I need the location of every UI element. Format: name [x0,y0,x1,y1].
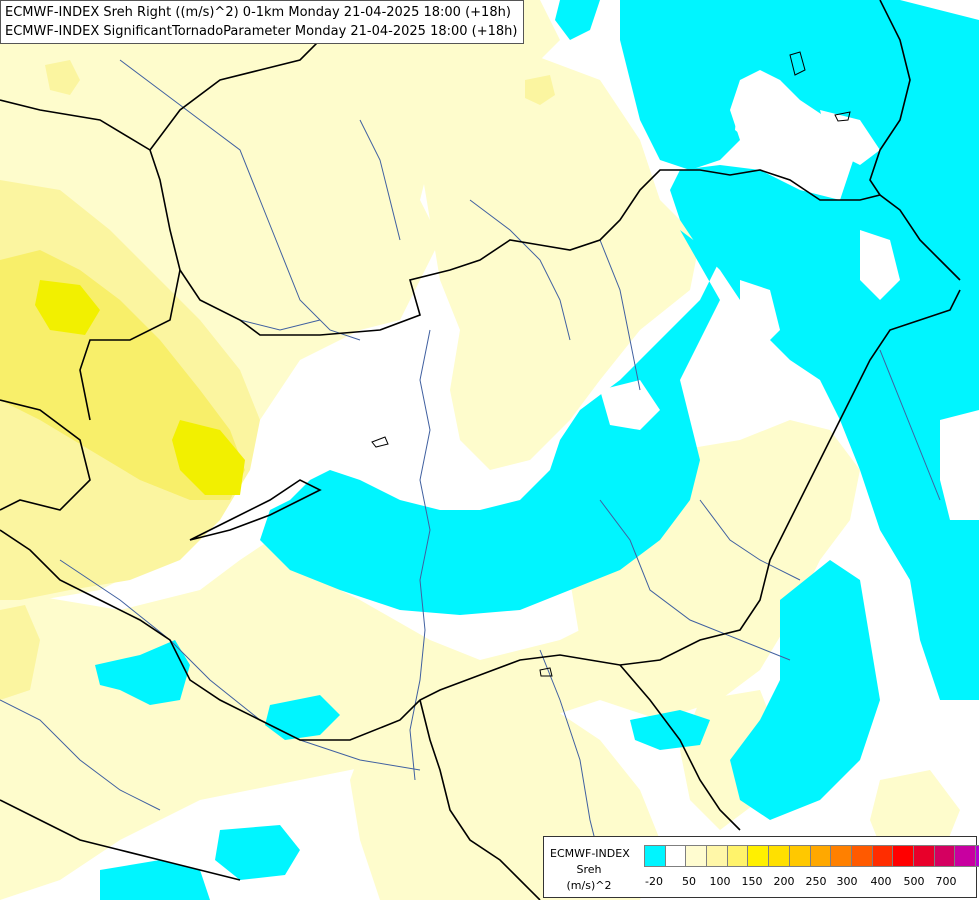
bright-yellow-cores [35,280,245,495]
cyan-fields [95,0,979,900]
legend-swatch [871,845,894,867]
legend-swatch [809,845,832,867]
legend-tick-label: 500 [903,875,925,888]
legend-tick-label: 150 [741,875,763,888]
legend-tick-label: 400 [870,875,892,888]
legend-tick-label: 50 [682,875,696,888]
legend-swatch [954,845,976,867]
legend-swatch [768,845,790,867]
legend-swatch [685,845,708,867]
legend-swatch [975,845,979,867]
legend-tick-label: 100 [709,875,731,888]
legend-tick-label: 200 [773,875,795,888]
legend-swatch [912,845,935,867]
legend-swatch [933,845,956,867]
lakes [371,51,851,677]
legend-tick-label: 250 [805,875,827,888]
legend-swatch [830,845,852,867]
legend-swatches [644,845,979,867]
legend-swatch [850,845,873,867]
legend-swatch [726,845,749,867]
legend-swatch [644,845,666,867]
title-line-2: ECMWF-INDEX SignificantTornadoParameter … [5,24,518,39]
legend-swatch [747,845,770,867]
legend-swatch [706,845,728,867]
legend-tick-label: 700 [935,875,957,888]
legend-ticks: -20 50 100 150 200 250 300 400 500 700 [644,875,968,889]
white-gaps [600,80,979,520]
legend-unit: (m/s)^2 [566,879,612,892]
color-legend: ECMWF-INDEX Sreh (m/s)^2 -20 50 100 150 200 2… [543,836,979,898]
legend-tick-label: -20 [645,875,663,888]
title-line-1: ECMWF-INDEX Sreh Right ((m/s)^2) 0-1km M… [5,5,511,20]
map-title-box: ECMWF-INDEX Sreh Right ((m/s)^2) 0-1km M… [0,0,525,44]
legend-variable: Sreh [576,863,602,876]
legend-swatch [664,845,687,867]
legend-swatch [892,845,914,867]
legend-org: ECMWF-INDEX [550,847,630,860]
legend-tick-label: 300 [836,875,858,888]
legend-swatch [788,845,811,867]
